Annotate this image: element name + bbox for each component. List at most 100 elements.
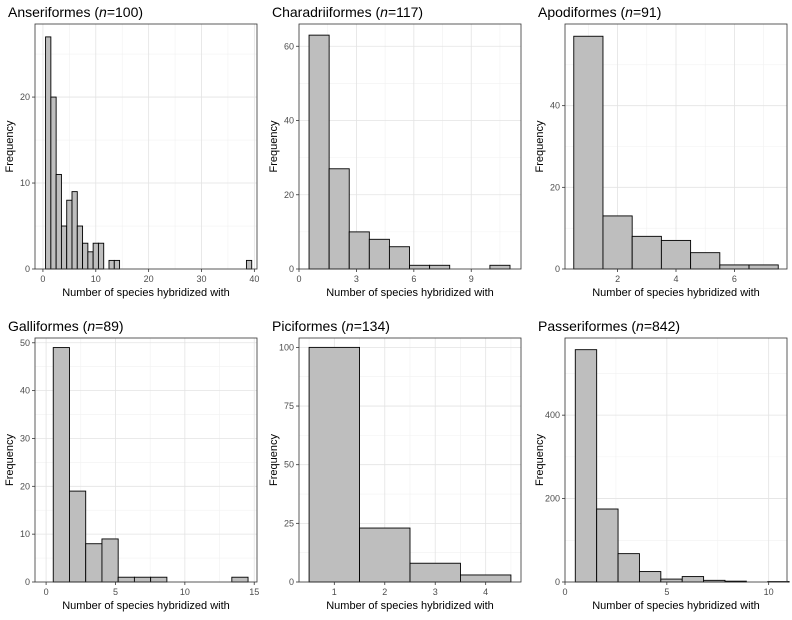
histogram-bar	[85, 543, 103, 583]
histogram-bar	[681, 576, 705, 583]
panel-1: 0 10 20 30 40 0 10 20 Number of species hybridiz…	[4, 4, 259, 299]
panel-frame	[298, 23, 522, 270]
y-tick-label: 20	[284, 190, 294, 200]
x-tick-label: 6	[732, 274, 737, 284]
y-tick-label: 40	[20, 386, 30, 396]
histogram-bar	[489, 264, 511, 270]
panel-title-suffix: =117)	[388, 4, 423, 20]
histogram-bar	[660, 239, 692, 270]
histogram-bar	[113, 259, 121, 270]
histogram-bar	[460, 574, 512, 583]
panel-title: Passeriformes (n=842)	[538, 318, 680, 334]
x-tick-label: 30	[196, 274, 206, 284]
x-tick-label: 0	[40, 274, 45, 284]
y-tick-label: 100	[279, 342, 294, 352]
histogram-bar	[660, 578, 683, 583]
y-tick-label: 20	[550, 182, 560, 192]
histogram-bar	[50, 96, 57, 270]
panel-title-n: n	[636, 318, 644, 334]
histogram-bar	[409, 562, 461, 583]
histogram-bar	[245, 259, 253, 270]
panel-title: Piciformes (n=134)	[272, 318, 390, 334]
y-tick-label: 10	[20, 529, 30, 539]
histogram-bar	[231, 576, 249, 583]
x-tick-label: 9	[469, 274, 474, 284]
y-tick-label: 10	[20, 178, 30, 188]
panel-title-n: n	[87, 318, 95, 334]
x-tick-label: 4	[483, 587, 488, 597]
x-tick-label: 6	[411, 274, 416, 284]
panel-title: Apodiformes (n=91)	[538, 4, 661, 20]
y-tick-label: 0	[25, 577, 30, 587]
x-axis-label: Number of species hybridized with	[62, 600, 230, 612]
x-tick-label: 10	[180, 587, 190, 597]
histogram-bar	[748, 264, 779, 270]
y-axis-label: Frequency	[4, 434, 16, 486]
histogram-bar	[631, 235, 662, 270]
histogram-bar	[52, 347, 70, 583]
panel-frame	[298, 337, 522, 583]
x-tick-label: 0	[296, 274, 301, 284]
x-tick-label: 3	[354, 274, 359, 284]
histogram-bar	[388, 246, 410, 270]
panel-title-suffix: =842)	[644, 318, 680, 334]
x-tick-label: 5	[664, 587, 669, 597]
histogram-bar	[308, 346, 360, 583]
y-tick-label: 20	[20, 481, 30, 491]
histogram-bar	[308, 34, 330, 270]
panel-title-n: n	[346, 318, 354, 334]
y-axis-label: Frequency	[534, 120, 546, 172]
y-tick-label: 400	[545, 410, 560, 420]
panel-title-prefix: Galliformes (	[8, 318, 88, 334]
y-tick-label: 0	[555, 577, 560, 587]
x-tick-label: 10	[91, 274, 101, 284]
y-axis-label: Frequency	[534, 434, 546, 486]
histogram-bar	[117, 576, 135, 583]
panel-title-suffix: =100)	[107, 4, 143, 20]
histogram-bar	[574, 349, 598, 583]
x-tick-label: 0	[562, 587, 567, 597]
y-tick-label: 40	[284, 116, 294, 126]
y-tick-label: 0	[25, 264, 30, 274]
x-axis-label: Number of species hybridized with	[62, 287, 230, 299]
histogram-bar	[602, 215, 633, 270]
y-axis-label: Frequency	[268, 120, 280, 172]
histogram-bar	[719, 264, 750, 270]
histogram-bar	[150, 576, 168, 583]
panel-2: 0 3 6 9 0 20 40 60 Number of species hybridized …	[268, 4, 522, 299]
panel-title-n: n	[625, 4, 633, 20]
histogram-bar	[76, 225, 84, 270]
y-tick-label: 0	[555, 264, 560, 274]
y-tick-label: 50	[20, 338, 30, 348]
x-tick-label: 2	[615, 274, 620, 284]
panel-6: 0 5 10 0 200 400 Number of species hybridized …	[534, 318, 790, 612]
histogram-bar	[55, 173, 62, 270]
panel-title-prefix: Apodiformes (	[538, 4, 625, 20]
histogram-bar	[368, 238, 390, 270]
y-axis-label: Frequency	[268, 434, 280, 486]
x-tick-label: 1	[332, 587, 337, 597]
panel-frame	[34, 337, 258, 583]
y-tick-label: 60	[284, 41, 294, 51]
y-tick-label: 20	[20, 92, 30, 102]
panel-title-suffix: =134)	[354, 318, 390, 334]
y-tick-label: 0	[289, 264, 294, 274]
histogram-bar	[101, 538, 119, 583]
y-tick-label: 0	[289, 577, 294, 587]
panel-frame	[34, 23, 258, 270]
x-axis-label: Number of species hybridized with	[592, 287, 760, 299]
histogram-bar	[71, 191, 78, 270]
panel-title-n: n	[99, 4, 107, 20]
x-axis-label: Number of species hybridized with	[326, 600, 494, 612]
x-tick-label: 40	[249, 274, 259, 284]
y-tick-label: 40	[550, 101, 560, 111]
x-tick-label: 3	[433, 587, 438, 597]
x-tick-label: 2	[382, 587, 387, 597]
histogram-bar	[328, 168, 350, 270]
histogram-bar	[690, 252, 721, 270]
histogram-bar	[348, 231, 370, 270]
histogram-bar	[638, 571, 662, 583]
panel-title-suffix: =89)	[95, 318, 123, 334]
panel-title-prefix: Anseriformes (	[8, 4, 99, 20]
